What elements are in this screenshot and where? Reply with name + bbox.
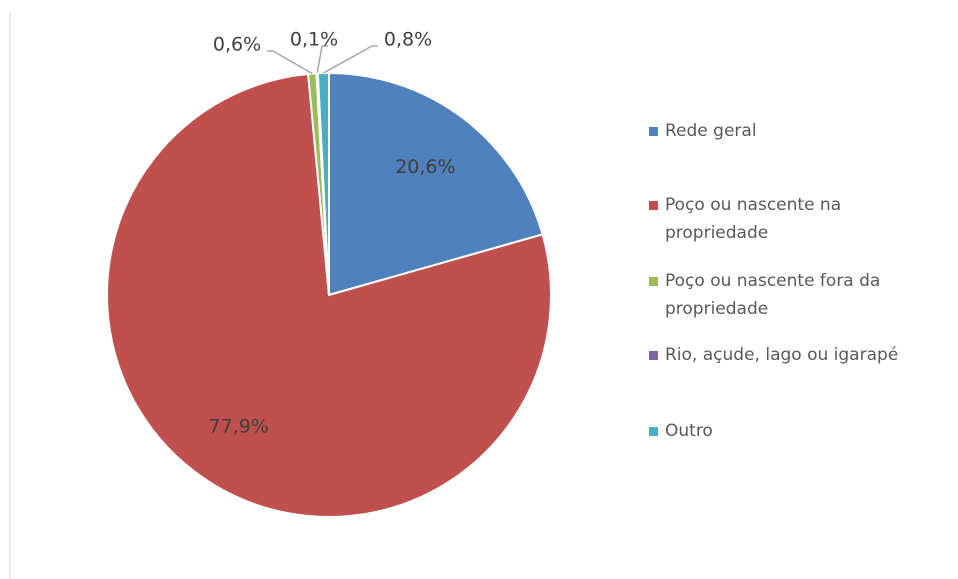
legend-label: Outro	[665, 421, 713, 441]
data-label: 0,1%	[290, 29, 338, 51]
legend-swatch	[649, 427, 658, 436]
legend-label: Rio, açude, lago ou igarapé	[665, 345, 899, 365]
data-label: 0,6%	[213, 34, 261, 56]
legend-swatch	[649, 351, 658, 360]
legend-swatch	[649, 277, 658, 286]
data-label: 0,8%	[384, 29, 432, 51]
legend-item: Rede geral	[649, 117, 945, 145]
leader-line	[316, 45, 328, 74]
legend-item: Poço ou nascente fora da propriedade	[649, 267, 945, 323]
legend-item: Poço ou nascente na propriedade	[649, 191, 945, 247]
leader-line	[267, 50, 313, 75]
legend-label: Poço ou nascente fora da propriedade	[665, 271, 881, 319]
pie-slice	[106, 72, 552, 518]
leader-line	[323, 45, 378, 74]
legend-item: Outro	[649, 417, 945, 445]
legend-label: Rede geral	[665, 121, 757, 141]
legend-label: Poço ou nascente na propriedade	[665, 195, 842, 243]
legend-swatch	[649, 201, 658, 210]
pie-slice	[328, 71, 544, 297]
legend-item: Rio, açude, lago ou igarapé	[649, 341, 945, 369]
data-label: 20,6%	[395, 156, 455, 178]
legend-swatch	[649, 127, 658, 136]
data-label: 77,9%	[209, 415, 269, 437]
